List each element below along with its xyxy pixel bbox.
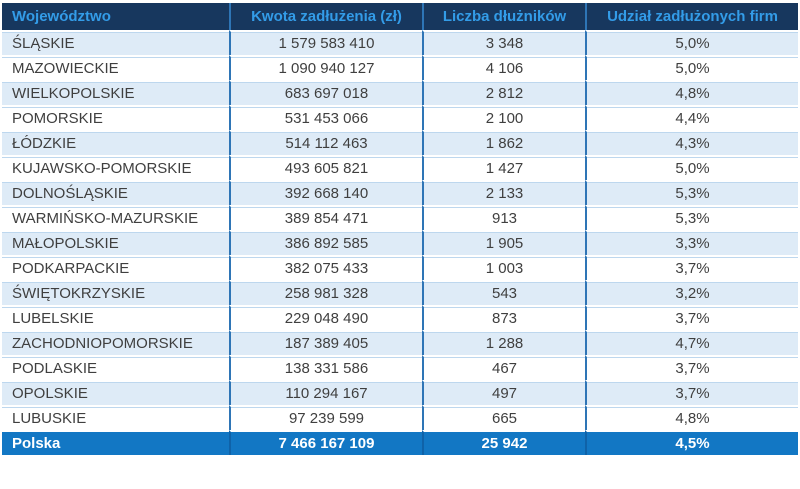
cell-wojewodztwo: DOLNOŚLĄSKIE xyxy=(2,180,229,205)
table-row: PODLASKIE 138 331 586 467 3,7% xyxy=(2,355,798,380)
cell-liczba-dluznikow: 1 862 xyxy=(422,130,585,155)
table-row: LUBUSKIE 97 239 599 665 4,8% xyxy=(2,405,798,430)
cell-wojewodztwo: MAZOWIECKIE xyxy=(2,55,229,80)
cell-udzial-firm: 5,0% xyxy=(585,55,798,80)
cell-udzial-firm: 3,7% xyxy=(585,380,798,405)
table-row: LUBELSKIE 229 048 490 873 3,7% xyxy=(2,305,798,330)
cell-udzial-firm: 4,7% xyxy=(585,330,798,355)
cell-kwota-zadluzenia: 392 668 140 xyxy=(229,180,422,205)
cell-udzial-firm: 5,3% xyxy=(585,180,798,205)
table-row: ŁÓDZKIE 514 112 463 1 862 4,3% xyxy=(2,130,798,155)
table-row: MAZOWIECKIE 1 090 940 127 4 106 5,0% xyxy=(2,55,798,80)
cell-liczba-dluznikow: 873 xyxy=(422,305,585,330)
cell-udzial-firm: 4,3% xyxy=(585,130,798,155)
cell-liczba-dluznikow: 2 812 xyxy=(422,80,585,105)
cell-wojewodztwo: LUBELSKIE xyxy=(2,305,229,330)
cell-liczba-dluznikow: 1 288 xyxy=(422,330,585,355)
cell-kwota-zadluzenia: 110 294 167 xyxy=(229,380,422,405)
cell-wojewodztwo: ŚWIĘTOKRZYSKIE xyxy=(2,280,229,305)
cell-kwota-zadluzenia: 258 981 328 xyxy=(229,280,422,305)
cell-udzial-firm: 5,0% xyxy=(585,155,798,180)
debt-table-container: Województwo Kwota zadłużenia (zł) Liczba… xyxy=(2,3,798,455)
cell-udzial-firm: 4,8% xyxy=(585,80,798,105)
column-header-wojewodztwo: Województwo xyxy=(2,3,229,30)
cell-kwota-zadluzenia: 386 892 585 xyxy=(229,230,422,255)
cell-udzial-firm: 4,8% xyxy=(585,405,798,430)
cell-udzial-firm: 3,2% xyxy=(585,280,798,305)
table-row: WARMIŃSKO-MAZURSKIE 389 854 471 913 5,3% xyxy=(2,205,798,230)
cell-liczba-dluznikow: 2 100 xyxy=(422,105,585,130)
cell-wojewodztwo: WIELKOPOLSKIE xyxy=(2,80,229,105)
cell-wojewodztwo: PODKARPACKIE xyxy=(2,255,229,280)
cell-kwota-zadluzenia: 1 090 940 127 xyxy=(229,55,422,80)
cell-kwota-zadluzenia: 1 579 583 410 xyxy=(229,30,422,55)
cell-wojewodztwo: OPOLSKIE xyxy=(2,380,229,405)
cell-liczba-dluznikow: 543 xyxy=(422,280,585,305)
cell-kwota-zadluzenia: 187 389 405 xyxy=(229,330,422,355)
table-row: ZACHODNIOPOMORSKIE 187 389 405 1 288 4,7% xyxy=(2,330,798,355)
cell-liczba-dluznikow: 467 xyxy=(422,355,585,380)
cell-kwota-zadluzenia: 389 854 471 xyxy=(229,205,422,230)
footer-cell-liczba-dluznikow: 25 942 xyxy=(422,430,585,455)
cell-wojewodztwo: ŚLĄSKIE xyxy=(2,30,229,55)
cell-wojewodztwo: PODLASKIE xyxy=(2,355,229,380)
table-body: ŚLĄSKIE 1 579 583 410 3 348 5,0% MAZOWIECKIE… xyxy=(2,30,798,430)
cell-kwota-zadluzenia: 514 112 463 xyxy=(229,130,422,155)
column-header-liczba-dluznikow: Liczba dłużników xyxy=(422,3,585,30)
footer-cell-wojewodztwo: Polska xyxy=(2,430,229,455)
cell-kwota-zadluzenia: 229 048 490 xyxy=(229,305,422,330)
table-row: DOLNOŚLĄSKIE 392 668 140 2 133 5,3% xyxy=(2,180,798,205)
table-row: OPOLSKIE 110 294 167 497 3,7% xyxy=(2,380,798,405)
cell-liczba-dluznikow: 2 133 xyxy=(422,180,585,205)
cell-wojewodztwo: POMORSKIE xyxy=(2,105,229,130)
header-row: Województwo Kwota zadłużenia (zł) Liczba… xyxy=(2,3,798,30)
cell-udzial-firm: 3,7% xyxy=(585,255,798,280)
cell-liczba-dluznikow: 1 905 xyxy=(422,230,585,255)
cell-udzial-firm: 5,3% xyxy=(585,205,798,230)
cell-kwota-zadluzenia: 382 075 433 xyxy=(229,255,422,280)
cell-udzial-firm: 3,7% xyxy=(585,355,798,380)
cell-wojewodztwo: ŁÓDZKIE xyxy=(2,130,229,155)
footer-cell-udzial-firm: 4,5% xyxy=(585,430,798,455)
column-header-udzial-firm: Udział zadłużonych firm xyxy=(585,3,798,30)
cell-udzial-firm: 4,4% xyxy=(585,105,798,130)
cell-liczba-dluznikow: 4 106 xyxy=(422,55,585,80)
table-row: ŚWIĘTOKRZYSKIE 258 981 328 543 3,2% xyxy=(2,280,798,305)
cell-liczba-dluznikow: 1 427 xyxy=(422,155,585,180)
table-row: WIELKOPOLSKIE 683 697 018 2 812 4,8% xyxy=(2,80,798,105)
table-row: KUJAWSKO-POMORSKIE 493 605 821 1 427 5,0% xyxy=(2,155,798,180)
table-footer: Polska 7 466 167 109 25 942 4,5% xyxy=(2,430,798,455)
cell-liczba-dluznikow: 3 348 xyxy=(422,30,585,55)
cell-kwota-zadluzenia: 138 331 586 xyxy=(229,355,422,380)
cell-liczba-dluznikow: 497 xyxy=(422,380,585,405)
table-header: Województwo Kwota zadłużenia (zł) Liczba… xyxy=(2,3,798,30)
table-row: ŚLĄSKIE 1 579 583 410 3 348 5,0% xyxy=(2,30,798,55)
table-row: PODKARPACKIE 382 075 433 1 003 3,7% xyxy=(2,255,798,280)
cell-wojewodztwo: MAŁOPOLSKIE xyxy=(2,230,229,255)
footer-cell-kwota-zadluzenia: 7 466 167 109 xyxy=(229,430,422,455)
cell-liczba-dluznikow: 913 xyxy=(422,205,585,230)
cell-udzial-firm: 5,0% xyxy=(585,30,798,55)
cell-wojewodztwo: LUBUSKIE xyxy=(2,405,229,430)
voivodeship-debt-table: Województwo Kwota zadłużenia (zł) Liczba… xyxy=(2,3,798,455)
column-header-kwota-zadluzenia: Kwota zadłużenia (zł) xyxy=(229,3,422,30)
cell-kwota-zadluzenia: 97 239 599 xyxy=(229,405,422,430)
cell-wojewodztwo: KUJAWSKO-POMORSKIE xyxy=(2,155,229,180)
table-row: MAŁOPOLSKIE 386 892 585 1 905 3,3% xyxy=(2,230,798,255)
table-row: POMORSKIE 531 453 066 2 100 4,4% xyxy=(2,105,798,130)
cell-wojewodztwo: WARMIŃSKO-MAZURSKIE xyxy=(2,205,229,230)
cell-liczba-dluznikow: 665 xyxy=(422,405,585,430)
cell-udzial-firm: 3,7% xyxy=(585,305,798,330)
cell-kwota-zadluzenia: 493 605 821 xyxy=(229,155,422,180)
table-footer-row: Polska 7 466 167 109 25 942 4,5% xyxy=(2,430,798,455)
cell-udzial-firm: 3,3% xyxy=(585,230,798,255)
cell-kwota-zadluzenia: 531 453 066 xyxy=(229,105,422,130)
cell-liczba-dluznikow: 1 003 xyxy=(422,255,585,280)
cell-kwota-zadluzenia: 683 697 018 xyxy=(229,80,422,105)
cell-wojewodztwo: ZACHODNIOPOMORSKIE xyxy=(2,330,229,355)
